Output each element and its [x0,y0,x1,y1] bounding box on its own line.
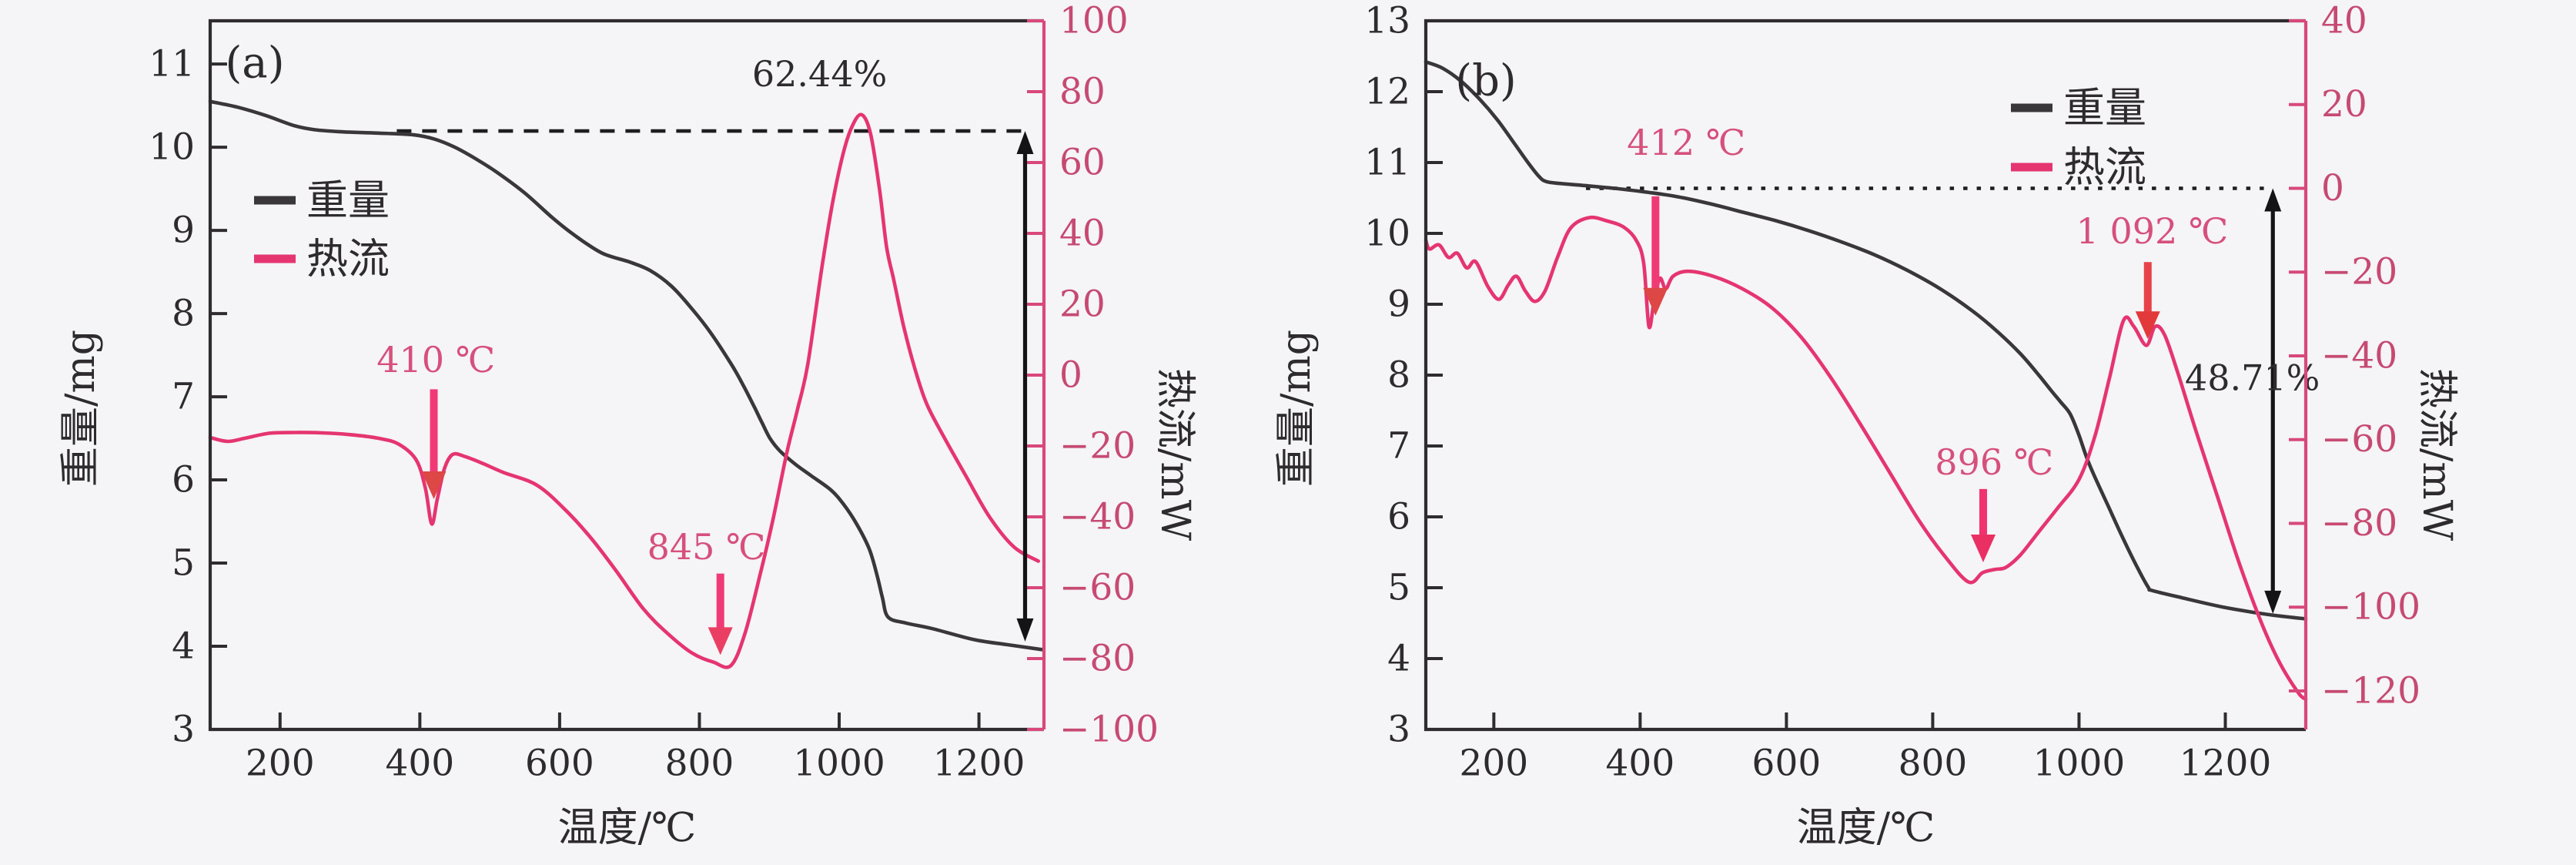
right-axis-tick-label: 80 [1059,71,1106,113]
legend-label-weight: 重量 [2063,84,2146,132]
left-axis-tick-label: 9 [1387,283,1410,326]
x-axis-tick-label: 200 [246,743,315,785]
valley-896-arrow-head [1970,535,1996,563]
left-axis-tick-label: 5 [1387,567,1410,609]
valley-845-label: 845 ℃ [647,526,766,568]
right-axis-tick-label: 60 [1059,142,1106,184]
mass-loss-percent-label: 48.71% [2185,357,2320,398]
left-axis-tick-label: 7 [172,376,195,418]
right-axis-tick-label: −120 [2321,669,2420,712]
right-axis-tick-label: −40 [1059,496,1136,538]
right-axis-tick-label: −40 [2321,334,2397,377]
x-axis-title: 温度/℃ [1797,805,1935,851]
dip-410-arrow-head [421,471,447,499]
left-axis-tick-label: 8 [1387,354,1410,397]
panel-b: 412 ℃ 896 ℃ 1 092 ℃ 48.71% 3 4 5 6 7 8 9 10 11 12 13 40… [1273,0,2460,851]
dip-412-label: 412 ℃ [1627,122,1745,163]
heatflow-curve [208,112,1040,669]
left-axis-tick-label: 8 [172,293,195,335]
left-axis-title: 重量/mg [58,330,104,487]
x-axis-tick-label: 1000 [2033,743,2126,785]
right-axis-tick-label: −60 [1059,567,1136,609]
axis-frame [1423,18,2306,732]
x-axis-tick-label: 400 [385,743,454,785]
heatflow-curve [1423,215,2308,702]
x-axis-tick-label: 1200 [2180,743,2272,785]
panel-letter: (b) [1455,56,1517,106]
left-axis-tick-label: 13 [1364,0,1410,42]
right-axis-tick-label: −20 [1059,425,1136,468]
dip-412-arrow-head [1643,287,1668,316]
range-arrow-head-down [1016,618,1034,642]
right-axis-tick-label: 100 [1059,0,1129,42]
notch-1092-arrow-head [2135,311,2160,340]
left-axis-tick-label: 7 [1387,425,1410,468]
range-arrow-head-up [2264,188,2282,212]
x-axis-tick-label: 600 [1752,743,1822,785]
right-axis-tick-label: −20 [2321,251,2397,293]
valley-845-arrow-head [708,627,733,655]
right-axis-tick-label: −100 [1059,709,1159,751]
x-axis-tick-label: 200 [1460,743,1529,785]
left-axis-tick-label: 11 [149,43,195,85]
right-axis-tick-label: 40 [1059,213,1106,255]
range-arrow-head-down [2264,590,2282,614]
left-axis-tick-label: 4 [1387,638,1410,680]
notch-1092-label: 1 092 ℃ [2076,210,2229,252]
left-axis-tick-label: 10 [149,126,195,169]
right-axis-tick-label: 0 [2321,167,2344,210]
left-axis-tick-label: 5 [172,542,195,585]
right-axis-tick-label: −80 [1059,638,1136,680]
x-axis-tick-label: 400 [1606,743,1675,785]
left-axis-tick-label: 3 [1387,709,1410,751]
x-axis-tick-label: 800 [665,743,734,785]
left-axis-tick-label: 6 [172,459,195,501]
legend-label-heatflow: 热流 [306,235,390,283]
left-axis-tick-label: 11 [1364,142,1410,184]
panel-letter: (a) [225,39,284,89]
left-axis-tick-label: 10 [1364,213,1410,255]
right-axis-tick-label: 20 [2321,83,2367,126]
x-axis-title: 温度/℃ [558,805,697,851]
right-axis-tick-label: 40 [2321,0,2367,42]
weight-curve [1423,60,2308,621]
right-axis-tick-label: 20 [1059,283,1106,326]
left-axis-tick-label: 4 [172,625,195,668]
dip-410-label: 410 ℃ [376,339,495,381]
valley-896-label: 896 ℃ [1935,441,2053,483]
legend-label-heatflow: 热流 [2063,143,2146,192]
weight-curve [208,99,1044,652]
left-axis-tick-label: 12 [1364,71,1410,113]
right-axis-title: 热流/mW [2414,368,2460,541]
left-axis-tick-label: 6 [1387,496,1410,538]
axis-frame [208,18,1044,732]
x-axis-tick-label: 1000 [793,743,885,785]
range-arrow-head-up [1016,131,1034,155]
x-axis-tick-label: 800 [1899,743,1968,785]
left-axis-tick-label: 9 [172,210,195,252]
right-axis-tick-label: 0 [1059,354,1082,397]
mass-loss-percent-label: 62.44% [752,53,887,95]
legend-label-weight: 重量 [306,176,390,225]
right-axis-tick-label: −80 [2321,502,2397,545]
right-axis-tick-label: −60 [2321,418,2397,461]
left-axis-tick-label: 3 [172,709,195,751]
x-axis-tick-label: 1200 [933,743,1025,785]
left-axis-title: 重量/mg [1273,330,1320,487]
right-axis-title: 热流/mW [1152,368,1198,541]
right-axis-tick-label: −100 [2321,586,2420,629]
x-axis-tick-label: 600 [525,743,594,785]
